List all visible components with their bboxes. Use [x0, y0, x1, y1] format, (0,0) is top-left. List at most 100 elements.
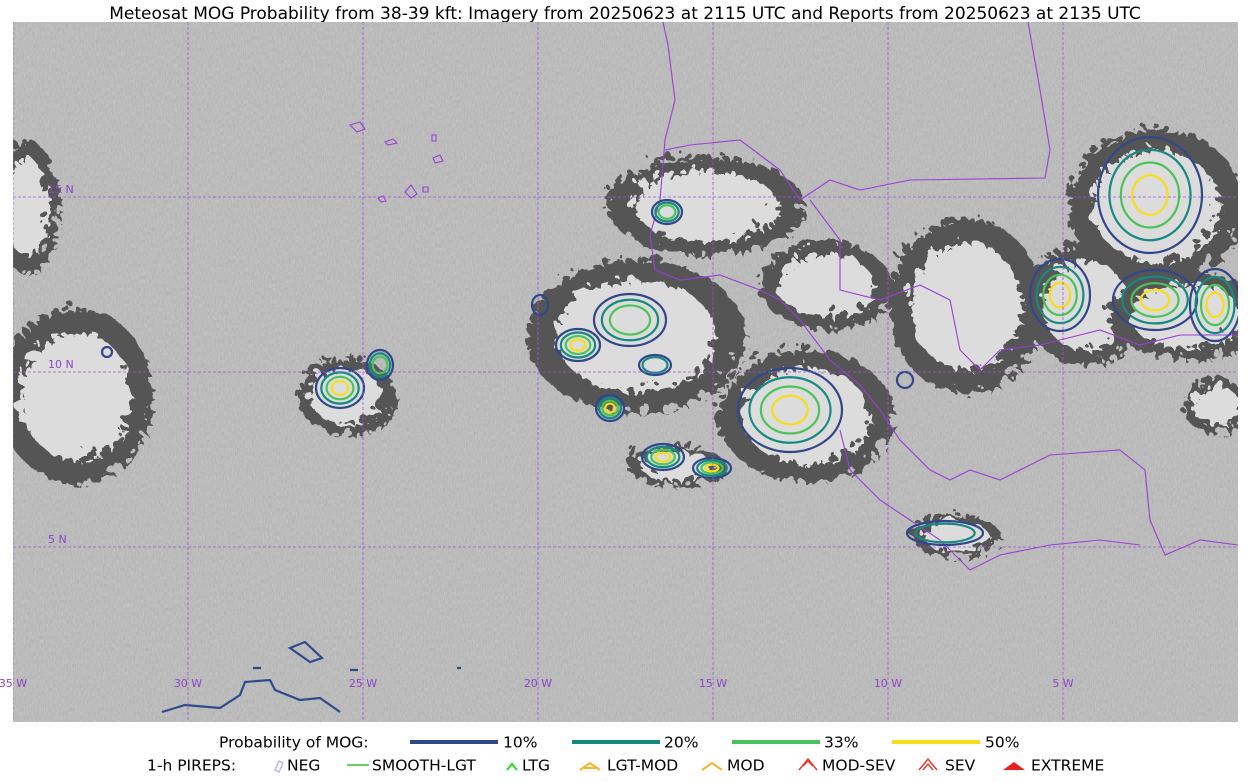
contour — [1130, 282, 1180, 318]
legend-label: 50% — [985, 734, 1019, 752]
legend-label: EXTREME — [1031, 757, 1104, 775]
legend-icon — [918, 757, 938, 771]
contour — [1205, 291, 1225, 319]
coastline — [649, 22, 1238, 556]
cloud — [304, 362, 376, 418]
legend: Probability of MOG: 10% 20% 33% 50% 1-h … — [147, 734, 1104, 775]
latitude-label: 5 N — [48, 533, 67, 546]
cloud — [628, 164, 772, 236]
contour — [771, 394, 809, 426]
coastlines — [348, 22, 1238, 571]
contour — [161, 640, 461, 714]
contour — [594, 393, 626, 423]
coastline — [839, 429, 1141, 571]
cloud — [1124, 278, 1236, 342]
title: Meteosat MOG Probability from 38-39 kft:… — [109, 4, 1141, 24]
contour — [325, 375, 355, 401]
contour — [736, 366, 844, 454]
border — [664, 22, 1051, 201]
contour — [640, 442, 686, 472]
contour — [759, 385, 821, 435]
contour — [700, 461, 724, 475]
longitude-label: 20 W — [524, 677, 552, 690]
longitude-label: 25 W — [349, 677, 377, 690]
border — [809, 199, 1238, 371]
contour — [314, 366, 366, 410]
longitude-label: 30 W — [174, 677, 202, 690]
legend-icon — [1003, 762, 1025, 770]
cloud-tops — [13, 123, 1238, 552]
contour — [365, 348, 395, 382]
contour — [905, 519, 985, 547]
legend-title: 1-h PIREPS: — [147, 757, 236, 775]
contour — [604, 402, 616, 414]
cloud — [904, 236, 1016, 364]
contour — [650, 448, 676, 466]
contour — [650, 198, 684, 226]
contour — [601, 399, 619, 417]
contour — [559, 331, 597, 359]
contour — [1119, 161, 1181, 229]
contour — [641, 356, 669, 374]
legend-icon — [701, 761, 723, 771]
legend-label: 20% — [664, 734, 698, 752]
longitude-label: 35 W — [0, 677, 27, 690]
longitude-label: 10 W — [874, 677, 902, 690]
contour — [600, 298, 660, 342]
contour — [1096, 135, 1204, 255]
contour — [368, 352, 392, 378]
legend-icon — [506, 762, 518, 771]
contour — [1028, 257, 1092, 333]
legend-label: MOD-SEV — [822, 757, 896, 775]
cloud — [14, 326, 126, 454]
legend-icon — [274, 759, 284, 774]
contour — [597, 396, 623, 420]
contour — [1188, 267, 1238, 343]
contour — [100, 345, 114, 359]
cloud — [1086, 144, 1214, 256]
contour — [1199, 283, 1231, 327]
legend-label: NEG — [287, 757, 320, 775]
contour — [914, 522, 976, 544]
map-area — [13, 22, 1238, 722]
contour — [748, 376, 832, 444]
legend-icon — [798, 757, 818, 771]
legend-title: Probability of MOG: — [219, 734, 369, 752]
contour — [704, 463, 720, 473]
contour — [554, 327, 602, 363]
latitude-label: 15 N — [48, 183, 74, 196]
contour — [654, 201, 680, 223]
contour — [1042, 273, 1078, 317]
longitude-label: 15 W — [699, 677, 727, 690]
contour — [1139, 288, 1171, 312]
islands — [348, 121, 444, 203]
latitude-label: 10 N — [48, 358, 74, 371]
cloud — [1186, 380, 1234, 420]
contour — [330, 380, 350, 396]
contour — [1131, 174, 1169, 216]
legend-label: LGT-MOD — [607, 757, 678, 775]
contour — [696, 459, 728, 477]
contour — [371, 355, 389, 375]
legend-label: SEV — [945, 757, 976, 775]
contour — [691, 456, 733, 480]
cloud — [13, 152, 44, 248]
cloud — [772, 248, 868, 312]
contour — [1194, 275, 1236, 335]
contour — [654, 451, 672, 463]
contour — [1108, 148, 1192, 242]
mog-contours — [100, 135, 1238, 547]
legend-label: LTG — [522, 757, 550, 775]
legend-label: MOD — [727, 757, 765, 775]
contour — [592, 292, 668, 348]
legend-label: SMOOTH-LGT — [372, 757, 476, 775]
legend-label: 33% — [824, 734, 858, 752]
longitude-label: 5 W — [1052, 677, 1073, 690]
contour — [1048, 281, 1072, 309]
contour — [645, 445, 681, 469]
graticule — [13, 22, 1238, 722]
legend-icon — [579, 761, 601, 771]
contour — [637, 353, 673, 377]
